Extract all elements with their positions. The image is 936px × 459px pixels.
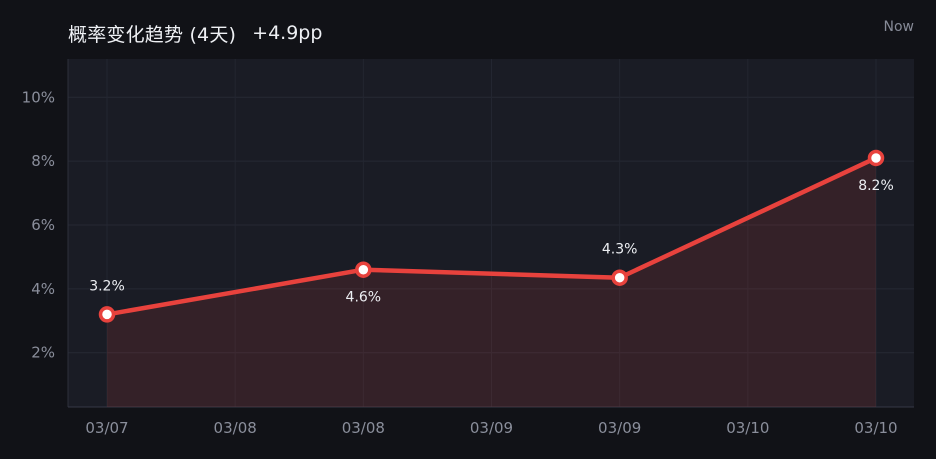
x-tick-label: 03/08: [342, 419, 385, 437]
x-tick-label: 03/10: [854, 419, 897, 437]
data-point-label: 8.2%: [858, 178, 894, 194]
y-tick-label: 6%: [31, 216, 55, 234]
data-point-marker: [98, 306, 116, 323]
chart-title: 概率变化趋势 (4天): [68, 23, 237, 46]
x-tick-label: 03/09: [598, 419, 641, 437]
y-tick-label: 10%: [22, 88, 55, 106]
y-tick-label: 8%: [31, 152, 55, 170]
data-point-marker: [611, 269, 628, 286]
x-tick-label: 03/09: [470, 419, 513, 437]
x-tick-label: 03/08: [214, 419, 257, 437]
data-point-marker: [867, 149, 885, 167]
now-label: Now: [883, 19, 915, 35]
y-tick-label: 4%: [31, 280, 55, 298]
data-point-label: 3.2%: [89, 278, 125, 294]
x-tick-label: 03/07: [85, 419, 128, 437]
probability-change-badge: +4.9pp: [252, 22, 323, 44]
series-area: [107, 157, 876, 407]
y-tick-label: 2%: [31, 344, 55, 362]
data-point-label: 4.3%: [602, 242, 638, 258]
series-line: [104, 155, 879, 317]
chart-header: 概率变化趋势 (4天) +4.9pp: [68, 18, 322, 48]
data-point-label: 4.6%: [346, 290, 382, 306]
data-point-marker: [355, 261, 372, 278]
x-tick-label: 03/10: [726, 419, 769, 437]
